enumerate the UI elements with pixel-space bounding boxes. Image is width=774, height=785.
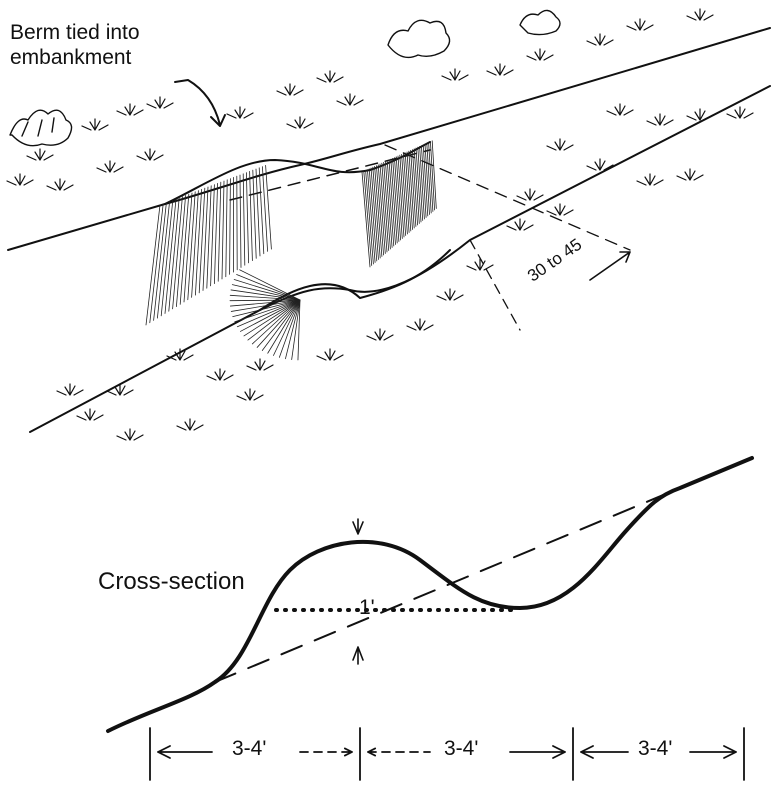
grass-tuft <box>517 189 543 200</box>
grass-tuft <box>317 349 343 360</box>
grass-tuft <box>117 429 143 440</box>
grass-tuft <box>547 204 573 215</box>
grass-tuft <box>237 389 263 400</box>
grass-tuft <box>507 219 533 230</box>
bush-top <box>388 10 560 57</box>
hatch-stroke <box>378 165 385 254</box>
grass-tuft <box>677 169 703 180</box>
hatch-stroke <box>157 201 169 318</box>
grass-tuft <box>117 104 143 115</box>
grass-tuft <box>47 179 73 190</box>
hatch-stroke <box>250 171 253 260</box>
grass-tuft <box>437 289 463 300</box>
grass-tuft <box>137 149 163 160</box>
hatch-stroke <box>195 189 201 295</box>
hatch-stroke <box>380 164 387 252</box>
berm-callout-line1: Berm tied into <box>10 20 140 45</box>
grass-tuft <box>367 329 393 340</box>
grass-tuft <box>147 97 173 108</box>
hatch-stroke <box>226 180 227 277</box>
grass-tuft <box>247 359 273 370</box>
grass-tuft <box>647 114 673 125</box>
grass-tuft <box>177 419 203 430</box>
grass-tuft <box>57 384 83 395</box>
original-slope-dashed <box>215 488 680 682</box>
hatch-stroke <box>243 174 245 265</box>
grass-tuft <box>27 149 53 160</box>
hatch-stroke <box>384 162 391 249</box>
cross-section-label: Cross-section <box>98 568 245 596</box>
hatch-stroke <box>211 185 215 286</box>
callout-arrow <box>175 80 225 126</box>
grass-tuft <box>637 174 663 185</box>
hatch-stroke <box>382 163 389 250</box>
hatch-stroke <box>188 192 195 300</box>
grass-tuft <box>82 119 108 130</box>
angle-reference-line <box>385 145 630 250</box>
angle-arrow <box>590 252 630 280</box>
grass-tuft <box>77 409 103 420</box>
grass-tuft <box>407 319 433 330</box>
spacing-label-3: 3-4' <box>638 737 672 761</box>
grass-tuft <box>587 34 613 45</box>
spacing-label-1: 3-4' <box>232 737 266 761</box>
grass-tuft <box>442 69 468 80</box>
height-label: 1' <box>359 596 375 620</box>
hatch-stroke <box>385 162 392 248</box>
hatch-stroke <box>240 175 241 268</box>
grass-tuft <box>467 259 493 270</box>
grass-tuft <box>607 104 633 115</box>
grass-tuft <box>97 161 123 172</box>
grass-tuft <box>687 9 713 20</box>
grass-tuft <box>7 174 33 185</box>
grass-tuft <box>337 94 363 105</box>
berm-shading <box>146 141 436 360</box>
grass-tuft <box>317 71 343 82</box>
hatch-stroke <box>387 161 394 246</box>
berm-callout-label: Berm tied into embankment <box>10 20 140 70</box>
spacing-label-2: 3-4' <box>444 737 478 761</box>
hatch-stroke <box>192 191 199 298</box>
grass-tuft <box>547 139 573 150</box>
hatch-stroke <box>218 182 221 281</box>
hatch-stroke <box>389 160 396 245</box>
grass-tuft <box>627 19 653 30</box>
embankment-perspective <box>7 9 770 440</box>
hatch-stroke <box>222 181 224 279</box>
hatch-stroke <box>161 200 173 316</box>
hatch-stroke <box>246 173 248 263</box>
hatch-stroke <box>214 183 217 283</box>
hatch-stroke <box>234 280 300 300</box>
hatch-stroke <box>150 204 163 323</box>
hatch-stroke <box>146 205 160 325</box>
bush-left <box>10 110 72 146</box>
angle-dim-line <box>470 240 520 330</box>
grass-tuft <box>527 49 553 60</box>
grass-tuft <box>487 64 513 75</box>
vegetation <box>7 9 753 440</box>
hatch-stroke <box>256 169 260 256</box>
hatch-stroke <box>253 170 256 258</box>
berm-callout-line2: embankment <box>10 45 140 70</box>
hatch-stroke <box>376 166 383 255</box>
grass-tuft <box>227 107 253 118</box>
grass-tuft <box>727 107 753 118</box>
hatch-stroke <box>154 203 167 321</box>
grass-tuft <box>167 349 193 360</box>
grass-tuft <box>207 369 233 380</box>
hatch-stroke <box>248 300 300 340</box>
grass-tuft <box>277 84 303 95</box>
hatch-stroke <box>230 179 231 275</box>
grass-tuft <box>287 117 313 128</box>
